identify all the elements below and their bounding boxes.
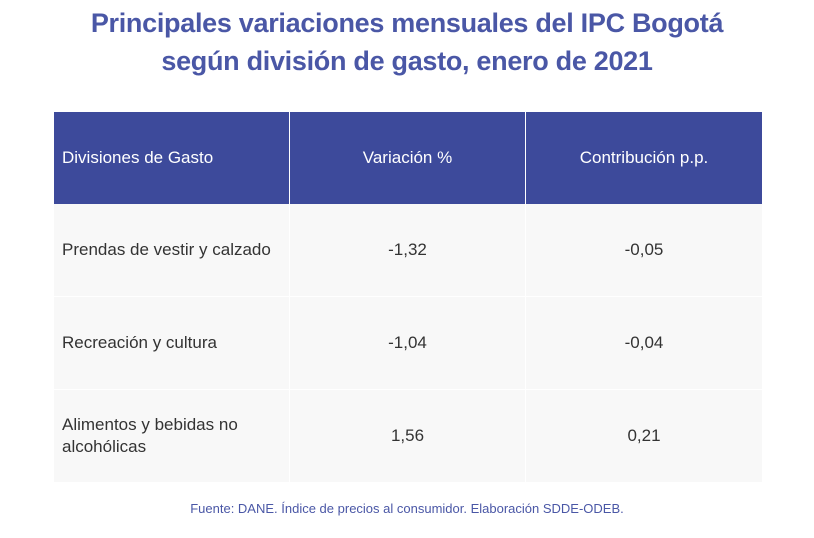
- table-header-row: Divisiones de Gasto Variación % Contribu…: [54, 112, 762, 204]
- cell-division: Prendas de vestir y calzado: [54, 204, 290, 296]
- ipc-table: Divisiones de Gasto Variación % Contribu…: [54, 112, 762, 482]
- source-note: Fuente: DANE. Índice de precios al consu…: [190, 501, 624, 516]
- page-title: Principales variaciones mensuales del IP…: [0, 4, 814, 80]
- cell-variacion: -1,32: [290, 204, 526, 296]
- header-variacion: Variación %: [290, 112, 526, 204]
- title-line-2: según división de gasto, enero de 2021: [161, 46, 653, 76]
- header-divisiones: Divisiones de Gasto: [54, 112, 290, 204]
- cell-contribucion: -0,04: [624, 333, 664, 352]
- cell-division: Recreación y cultura: [54, 297, 290, 389]
- cell-contribucion: 0,21: [627, 426, 661, 445]
- table-row: Prendas de vestir y calzado -1,32 -0,05: [54, 204, 762, 296]
- title-line-1: Principales variaciones mensuales del IP…: [90, 8, 724, 38]
- cell-variacion: 1,56: [290, 390, 526, 482]
- cell-division: Alimentos y bebidas no alcohólicas: [54, 390, 290, 482]
- cell-contribucion: -0,05: [624, 240, 664, 259]
- header-contribucion: Contribución p.p.: [579, 148, 709, 167]
- cell-variacion: -1,04: [290, 297, 526, 389]
- table-row: Recreación y cultura -1,04 -0,04: [54, 296, 762, 389]
- table-row: Alimentos y bebidas no alcohólicas 1,56 …: [54, 389, 762, 482]
